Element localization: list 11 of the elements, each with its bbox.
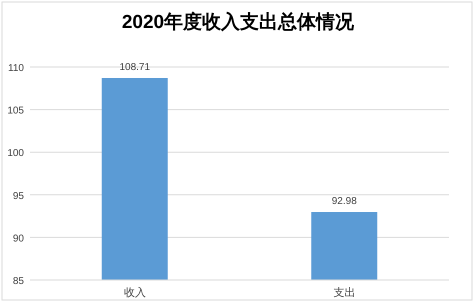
y-tick-label: 105 [7, 106, 24, 117]
data-label: 92.98 [332, 196, 358, 208]
chart-title: 2020年度收入支出总体情况 [122, 11, 356, 33]
y-tick-label: 110 [8, 63, 24, 74]
y-tick-label: 95 [12, 190, 24, 202]
y-tick-label: 100 [7, 148, 24, 160]
data-label: 108.71 [119, 62, 150, 73]
x-tick-label: 支出 [333, 286, 356, 299]
y-tick-label: 85 [12, 276, 24, 287]
y-tick-label: 90 [12, 233, 24, 244]
x-tick-label: 收入 [124, 286, 146, 299]
